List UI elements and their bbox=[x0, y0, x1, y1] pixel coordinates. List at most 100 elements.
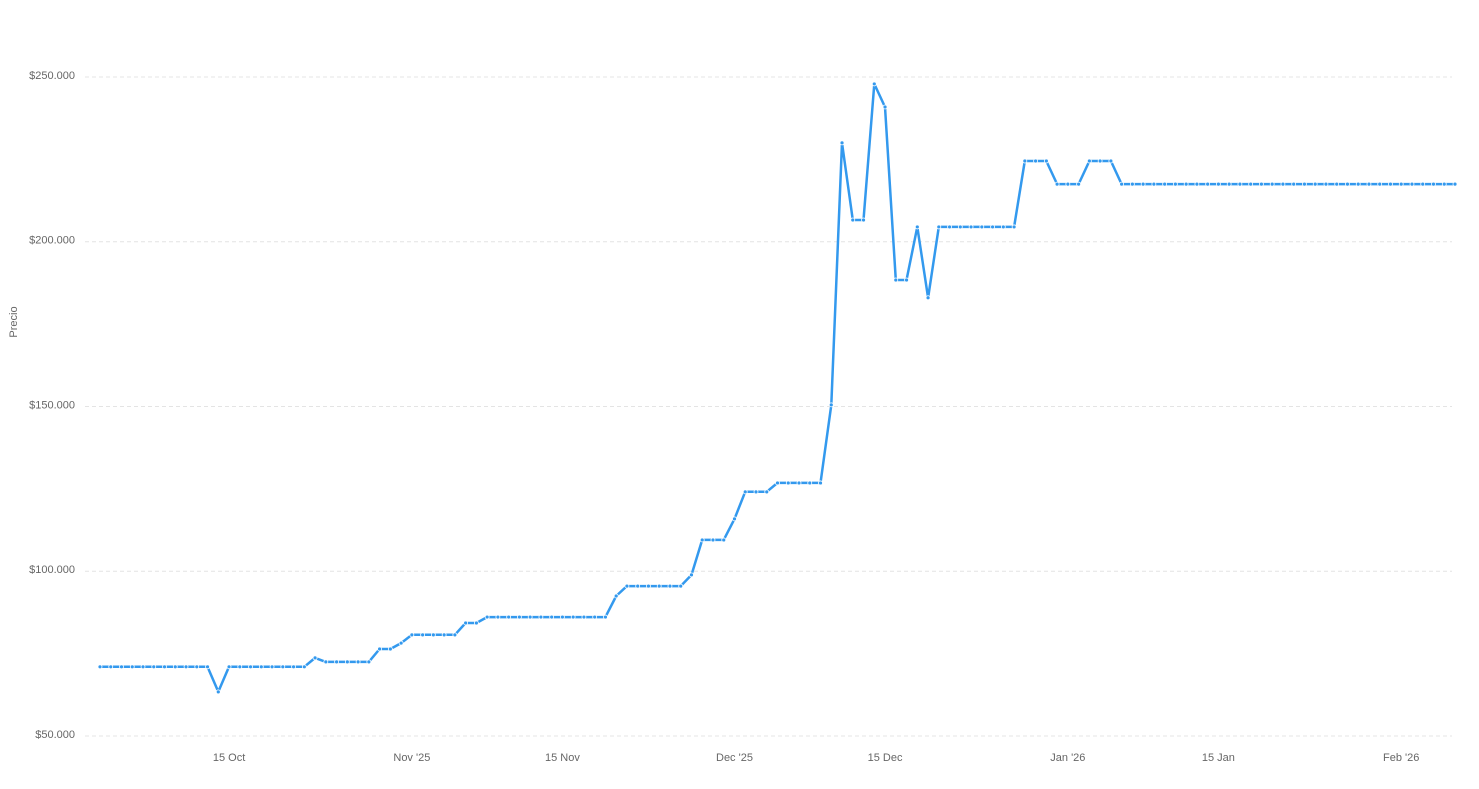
point bbox=[1097, 158, 1103, 164]
point bbox=[377, 646, 383, 652]
point bbox=[323, 659, 329, 665]
point bbox=[334, 659, 339, 665]
point bbox=[1345, 181, 1350, 187]
point bbox=[936, 224, 942, 230]
point bbox=[409, 632, 415, 638]
point bbox=[387, 646, 393, 652]
point bbox=[850, 217, 856, 223]
y-tick-label: $100.000 bbox=[29, 564, 75, 576]
point bbox=[990, 224, 995, 230]
point bbox=[1043, 158, 1049, 164]
point bbox=[258, 664, 264, 670]
point bbox=[1388, 181, 1393, 187]
point bbox=[1259, 181, 1264, 187]
point bbox=[560, 614, 565, 620]
point bbox=[699, 537, 705, 543]
point bbox=[291, 664, 296, 670]
point bbox=[1302, 181, 1307, 187]
point bbox=[1065, 181, 1071, 187]
point bbox=[1312, 181, 1318, 187]
point bbox=[646, 583, 651, 589]
x-tick-label: Jan '26 bbox=[1050, 752, 1085, 764]
point bbox=[280, 664, 286, 670]
point bbox=[828, 402, 834, 408]
point bbox=[796, 480, 802, 486]
point bbox=[667, 583, 673, 589]
point bbox=[957, 224, 963, 230]
point bbox=[344, 659, 350, 665]
point bbox=[1183, 181, 1189, 187]
point bbox=[226, 664, 232, 670]
point bbox=[97, 664, 103, 670]
point bbox=[538, 614, 544, 620]
point bbox=[312, 655, 318, 661]
point bbox=[710, 537, 716, 543]
x-tick-label: 15 Jan bbox=[1202, 752, 1235, 764]
point bbox=[484, 614, 490, 620]
x-tick-label: Feb '26 bbox=[1383, 752, 1419, 764]
point bbox=[248, 664, 253, 670]
point bbox=[1119, 181, 1125, 187]
point bbox=[871, 81, 877, 87]
point bbox=[635, 583, 641, 589]
point bbox=[1226, 181, 1232, 187]
y-tick-label: $150.000 bbox=[29, 399, 75, 411]
point bbox=[420, 632, 426, 638]
point bbox=[1054, 181, 1060, 187]
point bbox=[613, 593, 619, 599]
point bbox=[1172, 181, 1178, 187]
point bbox=[473, 620, 479, 626]
point bbox=[1205, 181, 1211, 187]
point bbox=[1280, 181, 1286, 187]
point bbox=[430, 632, 436, 638]
point bbox=[205, 664, 210, 670]
point bbox=[506, 614, 512, 620]
point bbox=[517, 614, 522, 620]
x-tick-label: 15 Dec bbox=[868, 752, 903, 764]
point bbox=[1140, 181, 1146, 187]
point bbox=[1216, 181, 1221, 187]
point bbox=[839, 140, 845, 146]
point bbox=[269, 664, 275, 670]
point bbox=[979, 224, 985, 230]
point bbox=[1108, 158, 1114, 164]
point bbox=[1000, 224, 1006, 230]
point bbox=[1431, 181, 1436, 187]
point bbox=[581, 614, 587, 620]
point bbox=[1409, 181, 1415, 187]
point bbox=[947, 224, 952, 230]
point bbox=[549, 614, 555, 620]
point bbox=[1194, 181, 1200, 187]
point bbox=[656, 583, 662, 589]
point bbox=[398, 640, 404, 646]
y-tick-label: $250.000 bbox=[29, 70, 75, 82]
y-axis-label: Precio bbox=[8, 306, 20, 337]
point bbox=[1086, 158, 1092, 164]
point bbox=[861, 217, 866, 223]
x-tick-label: Dec '25 bbox=[716, 752, 753, 764]
point bbox=[1334, 181, 1340, 187]
point bbox=[1011, 224, 1017, 230]
point bbox=[463, 620, 469, 626]
point bbox=[603, 614, 608, 620]
point bbox=[355, 659, 361, 665]
point bbox=[140, 664, 146, 670]
y-tick-label: $50.000 bbox=[35, 729, 75, 741]
point bbox=[119, 664, 124, 670]
point bbox=[914, 224, 920, 230]
point bbox=[1323, 181, 1329, 187]
point bbox=[807, 480, 813, 486]
x-tick-label: Nov '25 bbox=[393, 752, 430, 764]
point bbox=[129, 664, 135, 670]
point bbox=[301, 664, 307, 670]
point bbox=[1269, 181, 1275, 187]
point bbox=[721, 537, 727, 543]
point bbox=[1291, 181, 1297, 187]
point bbox=[678, 583, 684, 589]
point bbox=[1420, 181, 1426, 187]
point bbox=[925, 295, 931, 301]
x-tick-label: 15 Oct bbox=[213, 752, 245, 764]
point bbox=[1355, 181, 1361, 187]
point bbox=[183, 664, 189, 670]
point bbox=[1237, 181, 1243, 187]
